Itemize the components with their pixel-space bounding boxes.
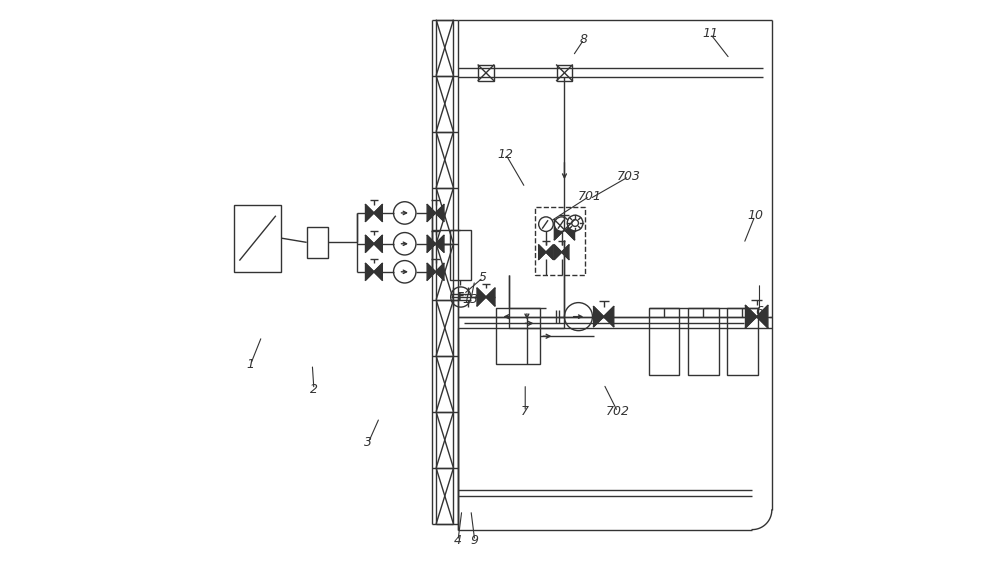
Bar	[307, 227, 328, 258]
Circle shape	[554, 217, 569, 231]
Circle shape	[394, 260, 416, 283]
Text: 1: 1	[247, 358, 255, 371]
Polygon shape	[374, 235, 382, 252]
Text: 9: 9	[471, 534, 479, 547]
Polygon shape	[486, 288, 495, 306]
Polygon shape	[546, 245, 553, 259]
Bar	[450, 230, 471, 280]
Polygon shape	[374, 204, 382, 221]
Polygon shape	[436, 204, 444, 221]
Circle shape	[564, 303, 592, 331]
Text: 11: 11	[702, 27, 718, 40]
Text: 6: 6	[755, 305, 763, 318]
Text: 3: 3	[364, 436, 372, 449]
Polygon shape	[427, 235, 436, 252]
Polygon shape	[564, 220, 575, 240]
Bar	[535, 207, 585, 275]
Polygon shape	[365, 235, 374, 252]
Text: 13: 13	[463, 293, 479, 306]
Bar	[688, 308, 719, 375]
Polygon shape	[539, 245, 546, 259]
Circle shape	[394, 201, 416, 224]
Circle shape	[567, 215, 583, 231]
Polygon shape	[745, 306, 757, 328]
Text: 12: 12	[498, 148, 514, 161]
Polygon shape	[436, 235, 444, 252]
Circle shape	[539, 217, 553, 231]
Polygon shape	[604, 307, 614, 327]
Circle shape	[394, 233, 416, 255]
Polygon shape	[562, 245, 569, 259]
Text: 7: 7	[521, 405, 529, 418]
Polygon shape	[365, 263, 374, 280]
Polygon shape	[374, 263, 382, 280]
Bar	[234, 204, 281, 272]
Circle shape	[572, 220, 578, 226]
Text: F: F	[457, 292, 464, 302]
Bar	[727, 308, 758, 375]
Polygon shape	[477, 288, 486, 306]
Bar	[496, 308, 540, 365]
Text: 10: 10	[747, 209, 763, 222]
Bar	[557, 65, 572, 81]
Text: 702: 702	[606, 405, 630, 418]
Polygon shape	[594, 307, 604, 327]
Bar	[478, 65, 494, 81]
Polygon shape	[757, 306, 768, 328]
Text: 701: 701	[578, 190, 602, 203]
Text: 5: 5	[479, 271, 487, 284]
Text: 4: 4	[454, 534, 462, 547]
Polygon shape	[427, 204, 436, 221]
Text: 703: 703	[617, 170, 641, 183]
Text: 2: 2	[310, 383, 318, 396]
Bar	[649, 308, 679, 375]
Polygon shape	[427, 263, 436, 280]
Circle shape	[451, 287, 471, 307]
Polygon shape	[365, 204, 374, 221]
Polygon shape	[554, 245, 562, 259]
Polygon shape	[554, 220, 564, 240]
Text: 8: 8	[580, 33, 588, 46]
Polygon shape	[436, 263, 444, 280]
